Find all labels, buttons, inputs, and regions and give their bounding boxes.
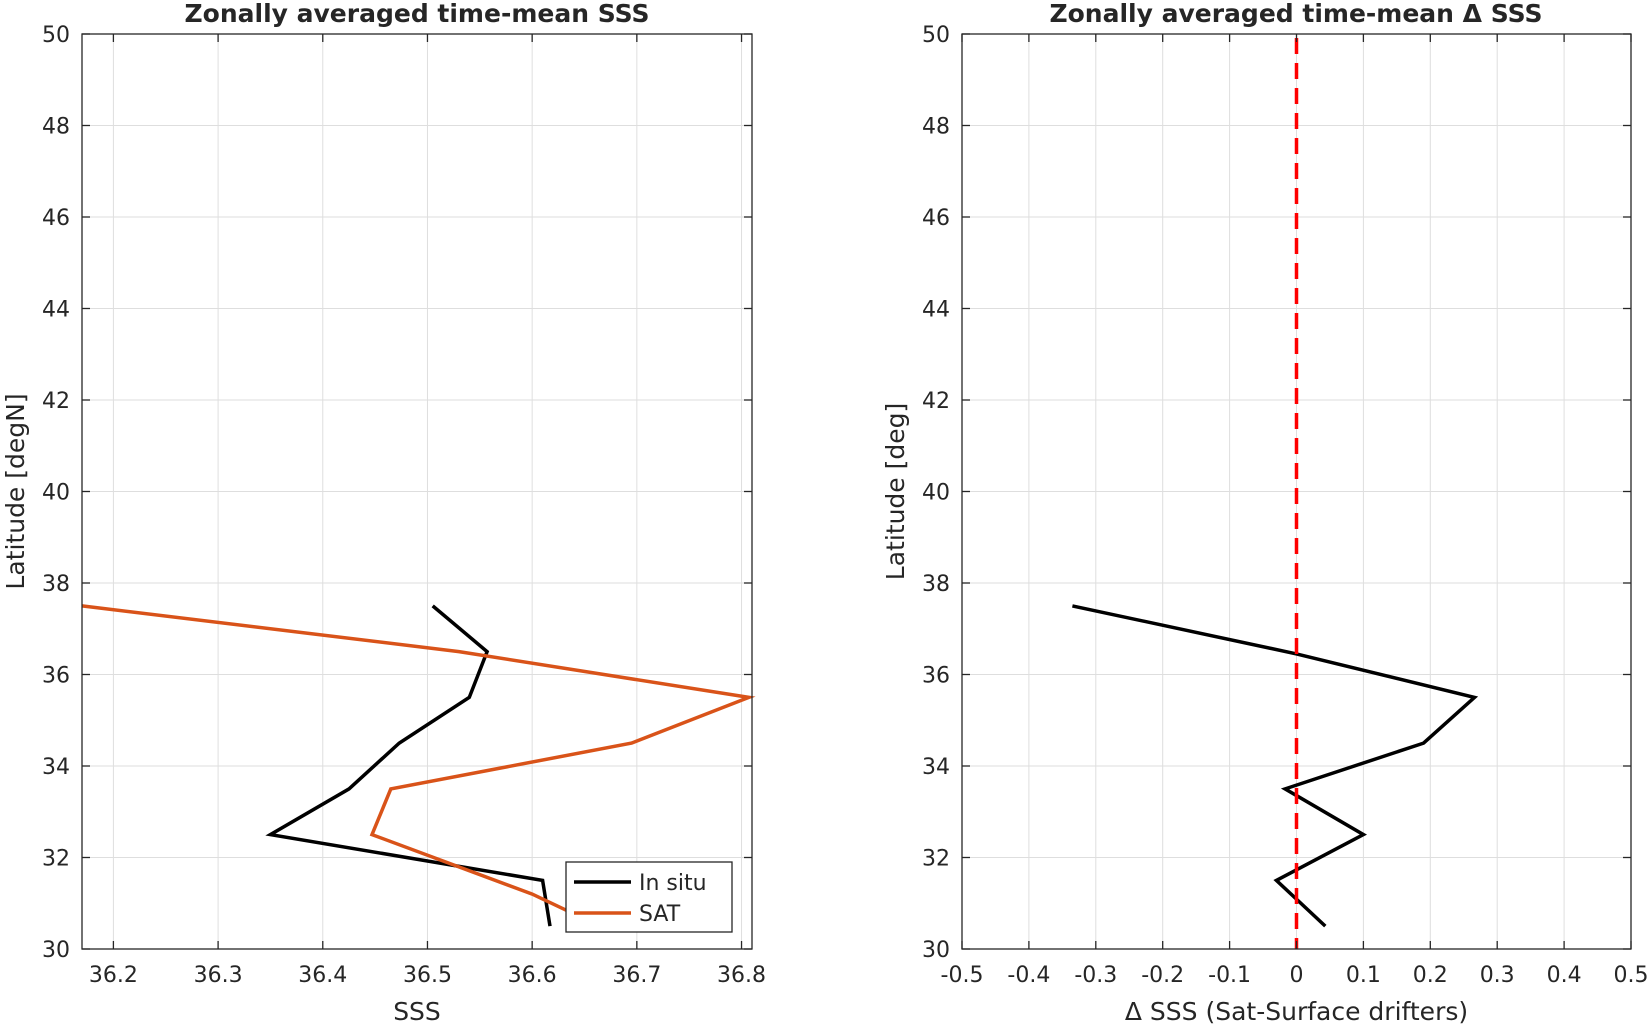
x-tick-label: -0.1 (1208, 963, 1251, 988)
x-tick-label: -0.3 (1074, 963, 1117, 988)
y-tick-label: 38 (42, 572, 70, 597)
axes-box (961, 33, 1632, 950)
y-tick-label: 50 (922, 23, 950, 48)
x-axis-label: SSS (393, 997, 441, 1026)
series-line-sat (81, 604, 756, 914)
axes-box (81, 33, 753, 950)
y-tick-label: 44 (922, 298, 950, 323)
x-tick-label: 36.6 (508, 963, 557, 988)
legend-box (565, 861, 733, 933)
y-axis-label: Latitude [degN] (1, 393, 30, 589)
y-tick-label: 30 (922, 938, 950, 963)
y-tick-label: 34 (922, 755, 950, 780)
y-tick-label: 36 (922, 664, 950, 689)
chart-title: Zonally averaged time-mean Δ SSS (1050, 0, 1543, 28)
x-tick-label: -0.2 (1141, 963, 1184, 988)
series-line-delta-sss (1072, 604, 1479, 928)
y-tick-label: 32 (922, 847, 950, 872)
x-tick-label: 36.3 (194, 963, 243, 988)
y-tick-label: 42 (42, 389, 70, 414)
x-tick-label: 0.2 (1413, 963, 1448, 988)
y-tick-label: 42 (922, 389, 950, 414)
x-tick-label: -0.5 (941, 963, 984, 988)
y-tick-label: 36 (42, 664, 70, 689)
legend-label: SAT (639, 902, 681, 927)
x-tick-label: 0.4 (1547, 963, 1582, 988)
series-line-in-situ (265, 604, 552, 927)
x-tick-label: 36.8 (717, 963, 766, 988)
y-tick-label: 34 (42, 755, 70, 780)
x-tick-label: 36.7 (612, 963, 661, 988)
x-tick-label: 36.4 (298, 963, 347, 988)
chart-title: Zonally averaged time-mean SSS (185, 0, 650, 28)
x-tick-label: 0.3 (1480, 963, 1515, 988)
sss-panel: 36.2 36.3 36.4 36.5 36.6 36.7 36.8 30 32 34 36 38 40… (1, 0, 766, 1026)
x-axis-label: Δ SSS (Sat-Surface drifters) (1125, 997, 1468, 1026)
y-tick-label: 46 (42, 206, 70, 231)
delta-sss-panel: -0.5 -0.4 -0.3 -0.2 -0.1 0 0.1 0.2 0.3 0.4 0.5 30 32… (881, 0, 1649, 1026)
x-tick-label: 0 (1290, 963, 1304, 988)
y-tick-label: 40 (922, 481, 950, 506)
y-tick-label: 40 (42, 481, 70, 506)
y-tick-label: 38 (922, 572, 950, 597)
y-tick-label: 32 (42, 847, 70, 872)
y-tick-label: 48 (922, 115, 950, 140)
x-tick-label: 0.1 (1346, 963, 1381, 988)
y-tick-label: 44 (42, 298, 70, 323)
y-tick-label: 50 (42, 23, 70, 48)
y-axis-label: Latitude [deg] (881, 403, 910, 580)
x-tick-label: 36.5 (403, 963, 452, 988)
x-tick-label: -0.4 (1007, 963, 1050, 988)
x-tick-label: 0.5 (1614, 963, 1649, 988)
y-tick-label: 46 (922, 206, 950, 231)
legend: In situ SAT (565, 861, 733, 933)
x-tick-label: 36.2 (89, 963, 138, 988)
legend-label: In situ (639, 871, 707, 896)
y-tick-label: 30 (42, 938, 70, 963)
y-tick-label: 48 (42, 115, 70, 140)
